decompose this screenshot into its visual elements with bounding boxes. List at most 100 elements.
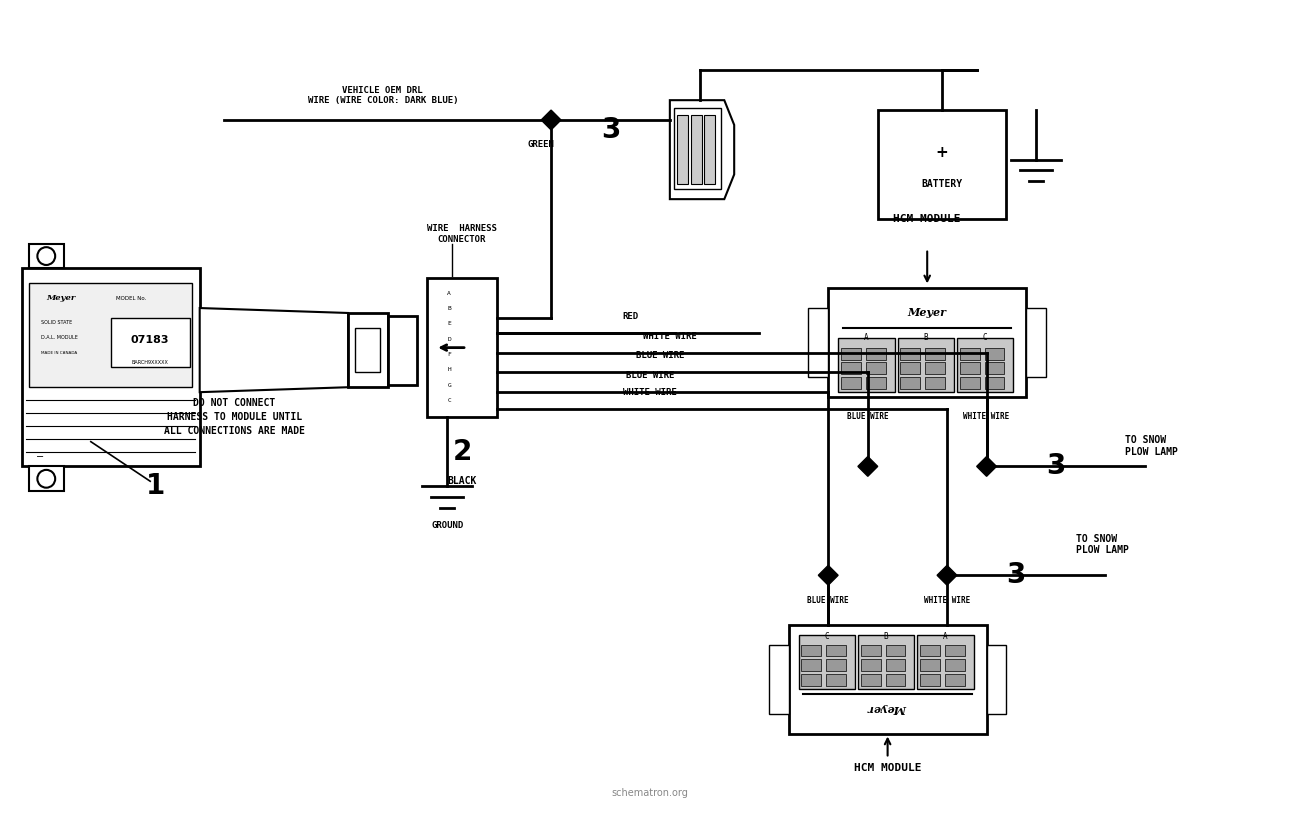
Bar	[798, 635, 855, 689]
Bar	[857, 635, 914, 689]
Bar	[838, 337, 894, 392]
Text: D.A.L. MODULE: D.A.L. MODULE	[42, 335, 79, 340]
Text: WIRE  HARNESS
CONNECTOR: WIRE HARNESS CONNECTOR	[427, 225, 497, 243]
Text: BATTERY: BATTERY	[922, 179, 962, 190]
Bar	[987, 645, 1007, 714]
Text: BLACK: BLACK	[447, 476, 477, 486]
Text: 07183: 07183	[131, 335, 169, 345]
Bar	[945, 659, 965, 672]
Bar	[388, 316, 417, 386]
Text: 2: 2	[452, 438, 472, 466]
Text: WHITE WIRE: WHITE WIRE	[623, 388, 676, 397]
Text: 3: 3	[1046, 453, 1066, 480]
Polygon shape	[937, 565, 957, 585]
Text: BLUE WIRE: BLUE WIRE	[636, 351, 684, 360]
Text: 3: 3	[600, 116, 620, 144]
Bar	[926, 377, 945, 389]
Bar	[886, 659, 906, 672]
Bar	[985, 363, 1004, 374]
Text: C: C	[825, 632, 829, 641]
Bar	[842, 377, 861, 389]
Text: MODEL No.: MODEL No.	[115, 296, 146, 301]
Bar	[861, 645, 881, 656]
Text: 3: 3	[1007, 561, 1027, 589]
Bar	[789, 625, 987, 734]
Text: F: F	[447, 352, 451, 357]
Text: GROUND: GROUND	[431, 521, 463, 530]
Polygon shape	[670, 100, 734, 199]
Bar	[809, 308, 829, 377]
Bar	[674, 108, 721, 190]
Bar	[920, 659, 940, 672]
Text: D: D	[447, 337, 451, 342]
Polygon shape	[199, 308, 349, 392]
Polygon shape	[977, 457, 996, 476]
Text: DO NOT CONNECT
HARNESS TO MODULE UNTIL
ALL CONNECTIONS ARE MADE: DO NOT CONNECT HARNESS TO MODULE UNTIL A…	[164, 398, 305, 436]
Text: 1: 1	[146, 472, 165, 500]
Text: MADE IN CANADA: MADE IN CANADA	[42, 350, 77, 355]
Polygon shape	[857, 457, 877, 476]
Polygon shape	[541, 110, 561, 130]
Text: C: C	[983, 333, 987, 342]
Text: BLUE WIRE: BLUE WIRE	[808, 596, 850, 605]
Text: WHITE WIRE: WHITE WIRE	[924, 596, 970, 605]
Bar	[985, 377, 1004, 389]
Bar	[957, 337, 1013, 392]
Bar	[945, 674, 965, 686]
Bar	[355, 328, 380, 373]
Text: SOLID STATE: SOLID STATE	[42, 320, 72, 325]
Bar	[704, 115, 716, 185]
Bar	[826, 674, 846, 686]
Text: E: E	[447, 321, 451, 326]
Text: schematron.org: schematron.org	[612, 788, 688, 798]
Bar	[826, 645, 846, 656]
Bar	[861, 674, 881, 686]
Bar	[920, 645, 940, 656]
Text: BLUE WIRE: BLUE WIRE	[625, 371, 674, 380]
Bar	[865, 377, 886, 389]
Text: Meyer: Meyer	[46, 294, 76, 302]
Text: BARCH9XXXXX: BARCH9XXXXX	[132, 360, 169, 365]
Text: HCM MODULE: HCM MODULE	[894, 214, 961, 224]
Bar	[110, 318, 190, 368]
Bar	[427, 279, 497, 417]
Text: B: B	[923, 333, 928, 342]
Text: RED: RED	[623, 312, 638, 321]
Bar	[829, 288, 1027, 397]
Text: +: +	[936, 145, 948, 160]
Text: B: B	[447, 306, 451, 311]
Text: GREEN: GREEN	[528, 140, 555, 149]
Bar	[865, 347, 886, 359]
Bar	[901, 377, 920, 389]
Text: TO SNOW
PLOW LAMP: TO SNOW PLOW LAMP	[1125, 435, 1179, 457]
Text: Meyer: Meyer	[868, 703, 907, 714]
Text: WHITE WIRE: WHITE WIRE	[642, 332, 696, 341]
Text: C: C	[447, 398, 451, 403]
Bar	[898, 337, 954, 392]
Bar	[865, 363, 886, 374]
Bar	[691, 115, 701, 185]
Text: H: H	[447, 368, 451, 373]
Bar	[985, 347, 1004, 359]
Bar	[676, 115, 688, 185]
Bar	[901, 363, 920, 374]
Text: HCM MODULE: HCM MODULE	[853, 763, 922, 774]
Text: A: A	[864, 333, 869, 342]
Bar	[901, 347, 920, 359]
Bar	[29, 243, 64, 269]
Bar	[920, 674, 940, 686]
Text: VEHICLE OEM DRL
WIRE (WIRE COLOR: DARK BLUE): VEHICLE OEM DRL WIRE (WIRE COLOR: DARK B…	[308, 86, 458, 105]
Text: G: G	[447, 382, 451, 388]
Polygon shape	[818, 565, 838, 585]
Bar	[29, 283, 191, 387]
Bar	[926, 347, 945, 359]
Bar	[1027, 308, 1046, 377]
Bar	[960, 377, 979, 389]
Text: WHITE WIRE: WHITE WIRE	[964, 413, 1009, 422]
Bar	[886, 645, 906, 656]
Bar	[801, 659, 821, 672]
Text: A: A	[943, 632, 948, 641]
Bar	[842, 347, 861, 359]
Text: BLUE WIRE: BLUE WIRE	[847, 413, 889, 422]
Text: Meyer: Meyer	[907, 307, 947, 319]
